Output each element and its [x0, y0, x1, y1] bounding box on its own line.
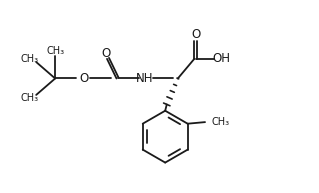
- Text: O: O: [191, 28, 200, 41]
- Text: OH: OH: [212, 52, 230, 65]
- Text: CH₃: CH₃: [20, 54, 38, 64]
- Text: CH₃: CH₃: [20, 93, 38, 103]
- Text: NH: NH: [136, 72, 153, 85]
- Text: O: O: [80, 72, 89, 85]
- Text: CH₃: CH₃: [46, 46, 64, 56]
- Text: O: O: [101, 47, 111, 60]
- Text: CH₃: CH₃: [212, 117, 230, 127]
